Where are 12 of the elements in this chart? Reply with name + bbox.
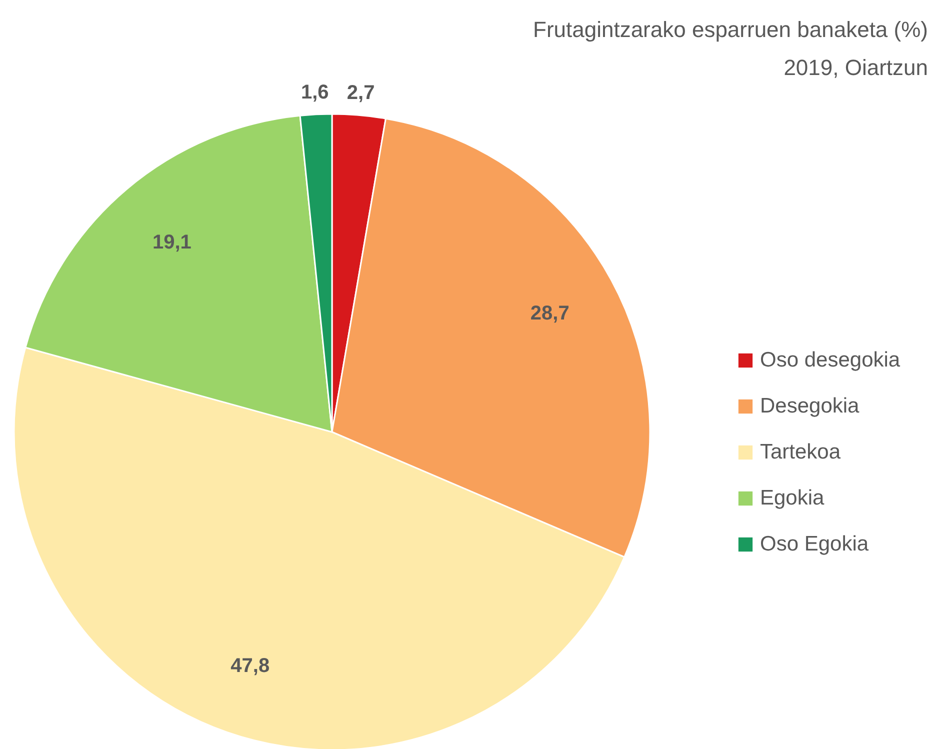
chart-subtitle: 2019, Oiartzun <box>784 55 928 80</box>
chart-title: Frutagintzarako esparruen banaketa (%) <box>533 17 928 42</box>
legend-label: Desegokia <box>760 394 860 418</box>
data-label: 2,7 <box>346 82 375 104</box>
legend-label: Tartekoa <box>760 440 841 464</box>
data-label: 47,8 <box>230 655 270 678</box>
legend-label: Egokia <box>760 486 825 510</box>
legend-label: Oso desegokia <box>760 348 900 372</box>
data-label: 28,7 <box>530 302 570 324</box>
data-label: 19,1 <box>152 231 192 254</box>
legend-label: Oso Egokia <box>760 532 869 556</box>
data-label: 1,6 <box>300 81 329 104</box>
